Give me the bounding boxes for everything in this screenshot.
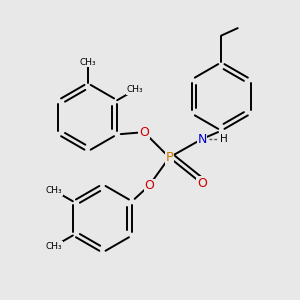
Text: O: O — [139, 126, 149, 139]
Text: CH₃: CH₃ — [46, 186, 63, 195]
Text: H: H — [220, 134, 228, 144]
Text: O: O — [144, 179, 154, 192]
Text: CH₃: CH₃ — [46, 242, 63, 251]
Text: CH₃: CH₃ — [127, 85, 143, 94]
Text: CH₃: CH₃ — [79, 58, 96, 67]
Text: N: N — [197, 133, 207, 146]
Text: O: O — [197, 177, 207, 190]
Text: P: P — [165, 151, 173, 164]
